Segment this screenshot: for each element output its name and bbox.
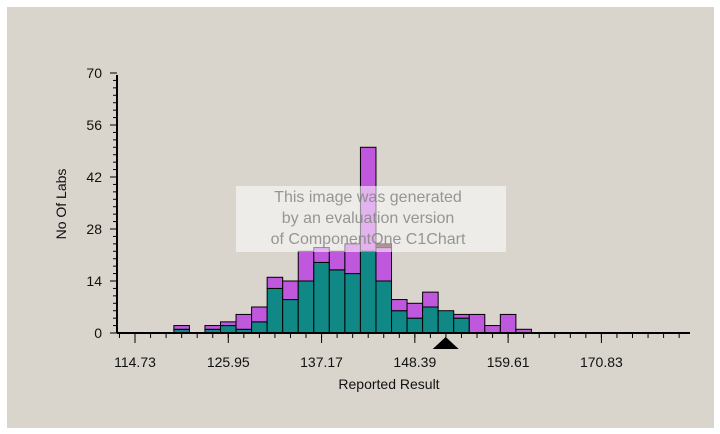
x-tick-label: 114.73 xyxy=(114,354,156,370)
watermark-line-1: This image was generated xyxy=(274,189,462,206)
bar-segment-series1-bin-20 xyxy=(437,310,455,334)
y-ticks-group: 0 14 28 42 56 70 xyxy=(86,65,117,341)
y-tick-label: 0 xyxy=(94,325,102,341)
bar-segment-series1-bin-18 xyxy=(406,317,424,334)
watermark-line-3: of ComponentOne C1Chart xyxy=(271,231,466,248)
bar-segment-series1-bin-6 xyxy=(220,325,237,334)
bar-segment-series1-bin-15 xyxy=(359,250,377,334)
x-axis-title: Reported Result xyxy=(338,376,439,392)
y-axis-title: No Of Labs xyxy=(53,169,69,240)
bar-segment-series2-bin-23 xyxy=(484,325,501,334)
bar-segment-series2-bin-16 xyxy=(375,247,393,282)
bar-segment-series2-bin-7 xyxy=(235,313,253,330)
bar-segment-series2-bin-8 xyxy=(251,306,268,323)
bar-segment-series2-bin-3 xyxy=(173,325,190,330)
bar-segment-series1-bin-19 xyxy=(422,306,439,334)
bar-segment-series1-bin-10 xyxy=(282,299,299,334)
bar-segment-series2-bin-5 xyxy=(204,325,222,330)
bar-segment-series2-bin-22 xyxy=(468,313,486,334)
y-tick-label: 56 xyxy=(86,117,102,133)
x-tick-label: 148.39 xyxy=(393,354,436,370)
bar-segment-series1-bin-17 xyxy=(391,310,408,334)
bar-segment-series2-bin-24 xyxy=(499,313,517,334)
watermark-box xyxy=(236,186,506,252)
x-tick-label: 137.17 xyxy=(300,354,343,370)
x-ticks-group: 114.73 125.95 137.17 148.39 159.61 170.83 xyxy=(114,333,680,370)
bar-segment-series1-bin-8 xyxy=(251,321,268,334)
bar-segment-series2-bin-11 xyxy=(297,250,315,282)
y-tick-label: 14 xyxy=(86,273,102,289)
bar-segment-series1-bin-11 xyxy=(297,280,315,334)
x-tick-label: 125.95 xyxy=(207,354,250,370)
x-tick-label: 159.61 xyxy=(487,354,530,370)
y-tick-label: 42 xyxy=(86,169,102,185)
bar-segment-series1-bin-13 xyxy=(328,269,346,334)
bar-segment-series2-bin-19 xyxy=(422,291,439,308)
bar-segment-series1-bin-12 xyxy=(313,261,330,334)
reference-marker xyxy=(432,337,459,349)
bar-segment-series1-bin-9 xyxy=(266,287,284,334)
bar-segment-series2-bin-21 xyxy=(453,313,470,319)
watermark: This image was generated by an evaluatio… xyxy=(236,186,506,252)
bar-segment-series1-bin-14 xyxy=(344,273,361,334)
y-tick-label: 70 xyxy=(86,65,102,81)
bar-segment-series2-bin-13 xyxy=(328,250,346,271)
bar-segment-series2-bin-10 xyxy=(282,280,299,301)
watermark-line-2: by an evaluation version xyxy=(282,210,455,227)
bar-segment-series2-bin-17 xyxy=(391,299,408,312)
y-tick-label: 28 xyxy=(86,221,102,237)
bar-segment-series2-bin-18 xyxy=(406,302,424,319)
x-tick-label: 170.83 xyxy=(580,354,623,370)
bar-segment-series2-bin-9 xyxy=(266,276,284,289)
bars-group xyxy=(142,146,594,334)
bar-segment-series2-bin-6 xyxy=(220,321,237,327)
bar-segment-series1-bin-21 xyxy=(453,317,470,334)
bar-segment-series1-bin-16 xyxy=(375,280,393,334)
